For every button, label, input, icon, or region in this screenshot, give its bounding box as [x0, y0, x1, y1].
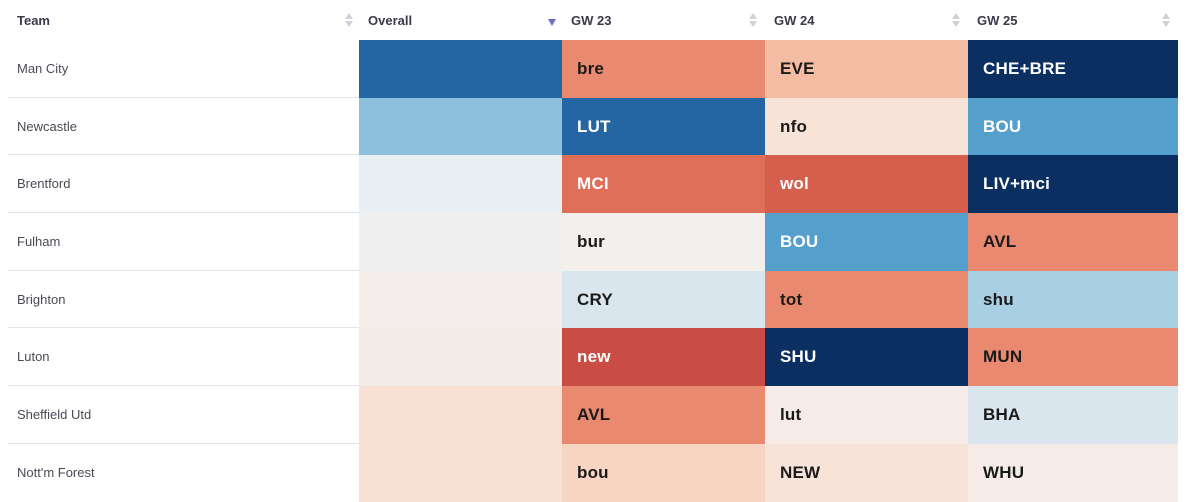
fixture-cell-gw24[interactable]: BOU — [765, 213, 968, 271]
column-header-label: GW 24 — [774, 12, 815, 28]
table-row: Sheffield Utd AVL lut BHA — [8, 386, 1178, 444]
fixture-difficulty-table: Team Overall GW 23 GW 24 — [8, 0, 1178, 502]
fixture-cell-gw25[interactable]: CHE+BRE — [968, 40, 1178, 98]
fixture-cell-gw23[interactable]: bre — [562, 40, 765, 98]
overall-difficulty-cell — [359, 270, 562, 329]
column-header-label: GW 23 — [571, 12, 612, 28]
team-name[interactable]: Nott'm Forest — [17, 465, 95, 481]
table-row: Brighton CRY tot shu — [8, 270, 1178, 329]
table-row: Man City bre EVE CHE+BRE — [8, 40, 1178, 98]
team-name[interactable]: Sheffield Utd — [8, 386, 359, 444]
table-row: Luton new SHU MUN — [8, 328, 1178, 387]
overall-difficulty-cell — [359, 97, 562, 156]
column-header-gw25[interactable]: GW 25 — [968, 0, 1178, 40]
column-header-label: Overall — [368, 12, 413, 28]
column-header-overall[interactable]: Overall — [359, 0, 562, 40]
fixture-cell-gw23[interactable]: bur — [562, 213, 765, 271]
table-row: Brentford MCI wol LIV+mci — [8, 155, 1178, 214]
table-row: Fulham bur BOU AVL — [8, 213, 1178, 271]
sort-updown-icon[interactable] — [749, 11, 757, 29]
team-name[interactable]: Man City — [8, 40, 359, 98]
fixture-cell-gw25[interactable]: AVL — [968, 213, 1178, 271]
fixture-cell-gw24[interactable]: SHU — [765, 328, 968, 387]
fixture-cell-gw24[interactable]: EVE — [765, 40, 968, 98]
team-name[interactable]: Brighton — [8, 271, 359, 329]
fixture-cell-gw25[interactable]: BHA — [968, 386, 1178, 444]
table-header: Team Overall GW 23 GW 24 — [8, 0, 1178, 40]
team-name[interactable]: Brentford — [8, 155, 359, 214]
fixture-cell-gw24[interactable]: wol — [765, 155, 968, 214]
fixture-cell-gw25[interactable]: MUN — [968, 328, 1178, 387]
fixture-cell-gw23[interactable]: AVL — [562, 386, 765, 444]
sort-updown-icon[interactable] — [1162, 11, 1170, 29]
fixture-cell-gw25[interactable]: WHU — [968, 443, 1178, 502]
fixture-cell-gw25[interactable]: LIV+mci — [968, 155, 1178, 214]
fixture-cell-gw23[interactable]: bou — [562, 443, 765, 502]
fixture-cell-gw23[interactable]: CRY — [562, 270, 765, 329]
overall-difficulty-cell — [359, 328, 562, 387]
overall-difficulty-cell — [359, 386, 562, 444]
overall-difficulty-cell — [359, 213, 562, 271]
table-row: Newcastle LUT nfo BOU — [8, 97, 1178, 156]
sort-desc-icon[interactable] — [548, 11, 556, 29]
fixture-cell-gw24[interactable]: tot — [765, 270, 968, 329]
team-name[interactable]: Fulham — [8, 213, 359, 271]
sort-updown-icon[interactable] — [952, 11, 960, 29]
fixture-cell-gw23[interactable]: LUT — [562, 97, 765, 156]
column-header-label: Team — [17, 12, 50, 28]
fixture-cell-gw24[interactable]: lut — [765, 386, 968, 444]
team-name[interactable]: Luton — [8, 328, 359, 387]
team-name[interactable]: Newcastle — [8, 98, 359, 156]
table-row: Nott'm Forest bou NEW WHU — [8, 443, 1178, 502]
sort-updown-icon[interactable] — [345, 11, 353, 29]
fixture-cell-gw25[interactable]: shu — [968, 270, 1178, 329]
column-header-label: GW 25 — [977, 12, 1018, 28]
overall-difficulty-cell — [359, 40, 562, 98]
table-body: Man City bre EVE CHE+BRE Newcastle LUT n… — [8, 40, 1178, 502]
column-header-gw24[interactable]: GW 24 — [765, 0, 968, 40]
fixture-cell-gw23[interactable]: new — [562, 328, 765, 387]
fixture-cell-gw25[interactable]: BOU — [968, 97, 1178, 156]
fixture-cell-gw24[interactable]: NEW — [765, 443, 968, 502]
fixture-cell-gw24[interactable]: nfo — [765, 97, 968, 156]
overall-difficulty-cell — [359, 443, 562, 502]
column-header-gw23[interactable]: GW 23 — [562, 0, 765, 40]
column-header-team[interactable]: Team — [8, 0, 359, 40]
fixture-cell-gw23[interactable]: MCI — [562, 155, 765, 214]
overall-difficulty-cell — [359, 155, 562, 214]
